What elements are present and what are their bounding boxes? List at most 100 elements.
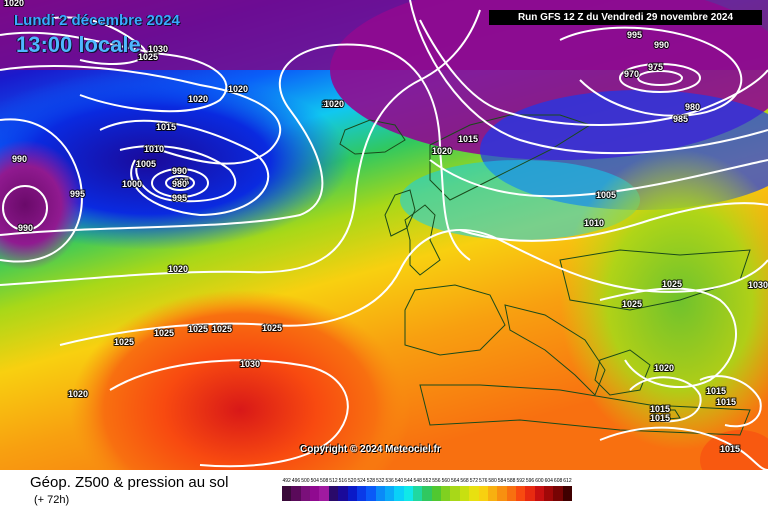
- pressure-label: 1010: [584, 218, 604, 228]
- legend-tick: 600: [535, 478, 544, 484]
- map-title: Géop. Z500 & pression au sol: [30, 474, 229, 491]
- pressure-label: 1020: [68, 389, 88, 399]
- legend-swatch: [544, 486, 554, 501]
- legend-swatch: [394, 486, 404, 501]
- legend-swatch: [319, 486, 329, 501]
- model-run-label: Run GFS 12 Z du Vendredi 29 novembre 202…: [489, 10, 762, 25]
- legend-tick: 576: [479, 478, 488, 484]
- legend-tick: 568: [460, 478, 469, 484]
- legend-swatch: [366, 486, 376, 501]
- pressure-label: 980: [685, 102, 700, 112]
- forecast-date: Lundi 2 décembre 2024: [14, 12, 180, 29]
- pressure-label: 1025: [188, 324, 208, 334]
- pressure-label: 1020: [432, 146, 452, 156]
- pressure-label: 1025: [662, 279, 682, 289]
- isobars: [39, 16, 147, 66]
- legend-tick: 536: [385, 478, 394, 484]
- pressure-label: 1015: [156, 122, 176, 132]
- pressure-label: 990: [12, 154, 27, 164]
- legend-swatch: [459, 486, 470, 501]
- legend-tick: 532: [376, 478, 385, 484]
- legend-tick: 580: [488, 478, 497, 484]
- pressure-label: 1020: [654, 363, 674, 373]
- pressure-label: 975: [648, 62, 663, 72]
- legend-tick: 552: [422, 478, 432, 484]
- forecast-time: 13:00 locale: [16, 32, 141, 57]
- legend-swatch: [413, 486, 423, 501]
- legend-tick: 500: [301, 478, 310, 484]
- legend-tick: 504: [310, 478, 319, 484]
- pressure-label: 1025: [622, 299, 642, 309]
- legend-tick: 588: [507, 478, 516, 484]
- legend-swatch: [553, 486, 563, 501]
- legend-tick: 520: [348, 478, 357, 484]
- pressure-label: 1025: [262, 323, 282, 333]
- coastlines: [339, 114, 751, 436]
- legend-tick: 548: [413, 478, 422, 484]
- pressure-label: 985: [174, 177, 189, 187]
- legend-swatch: [347, 486, 357, 501]
- legend-swatch: [422, 486, 432, 501]
- legend-swatch: [403, 486, 414, 501]
- pressure-label: 1015: [650, 413, 670, 423]
- legend-tick: 540: [394, 478, 404, 484]
- legend-tick: 612: [563, 478, 572, 484]
- legend-swatch: [525, 486, 535, 501]
- pressure-label: 1000: [122, 179, 142, 189]
- pressure-label: 1015: [706, 386, 726, 396]
- color-scale-legend: 492 496 500 504 508 512 516 520 524 528 532 536 540 5…: [282, 478, 573, 501]
- legend-swatch: [534, 486, 545, 501]
- legend-swatch: [384, 486, 395, 501]
- pressure-label: 995: [70, 189, 85, 199]
- legend-swatch: [469, 486, 479, 501]
- pressure-label: 990: [654, 40, 669, 50]
- pressure-label: 1005: [596, 190, 616, 200]
- legend-swatch: [282, 486, 292, 501]
- pressure-label: 1020: [188, 94, 208, 104]
- pressure-label: 980: [172, 179, 187, 189]
- legend-tick: 560: [441, 478, 450, 484]
- legend-tick: 608: [553, 478, 563, 484]
- legend-tick: 512: [329, 478, 338, 484]
- pressure-label: 1030: [148, 44, 168, 54]
- legend-tick: 516: [338, 478, 347, 484]
- pressure-label: 1020: [4, 0, 24, 8]
- legend-swatch: [375, 486, 385, 501]
- legend-swatch: [497, 486, 507, 501]
- pressure-label: 1025: [138, 52, 158, 62]
- legend-swatch: [478, 486, 488, 501]
- pressure-label: 1005: [136, 159, 156, 169]
- pressure-label: 990: [172, 166, 187, 176]
- legend-tick: 572: [469, 478, 479, 484]
- legend-tick: 596: [525, 478, 535, 484]
- legend-tick: 508: [319, 478, 329, 484]
- legend-swatch: [562, 486, 573, 501]
- legend-tick: 604: [544, 478, 553, 484]
- legend-tick: 556: [432, 478, 441, 484]
- legend-swatch: [338, 486, 348, 501]
- pressure-label: 1020: [322, 99, 342, 109]
- pressure-label: 1015: [716, 397, 736, 407]
- legend-tick: 584: [497, 478, 507, 484]
- legend-swatch: [506, 486, 516, 501]
- copyright-notice: Copyright © 2024 Meteociel.fr: [300, 444, 441, 455]
- legend-swatch: [441, 486, 451, 501]
- pressure-label: 1015: [720, 444, 740, 454]
- legend-swatch-row: [282, 486, 573, 501]
- legend-swatch: [356, 486, 367, 501]
- pressure-label: 1015: [650, 404, 670, 414]
- pressure-label: 1030: [748, 280, 768, 290]
- pressure-label: 970: [624, 69, 639, 79]
- pressure-label: 1025: [154, 328, 174, 338]
- pressure-label: 995: [627, 30, 642, 40]
- legend-tick: 492: [282, 478, 291, 484]
- forecast-lead-time: (+ 72h): [34, 494, 70, 506]
- legend-swatch: [310, 486, 320, 501]
- pressure-label: 990: [18, 223, 33, 233]
- legend-swatch: [431, 486, 442, 501]
- legend-tick: 528: [366, 478, 376, 484]
- legend-tick-row: 492 496 500 504 508 512 516 520 524 528 532 536 540 5…: [282, 478, 572, 484]
- legend-tick: 592: [516, 478, 525, 484]
